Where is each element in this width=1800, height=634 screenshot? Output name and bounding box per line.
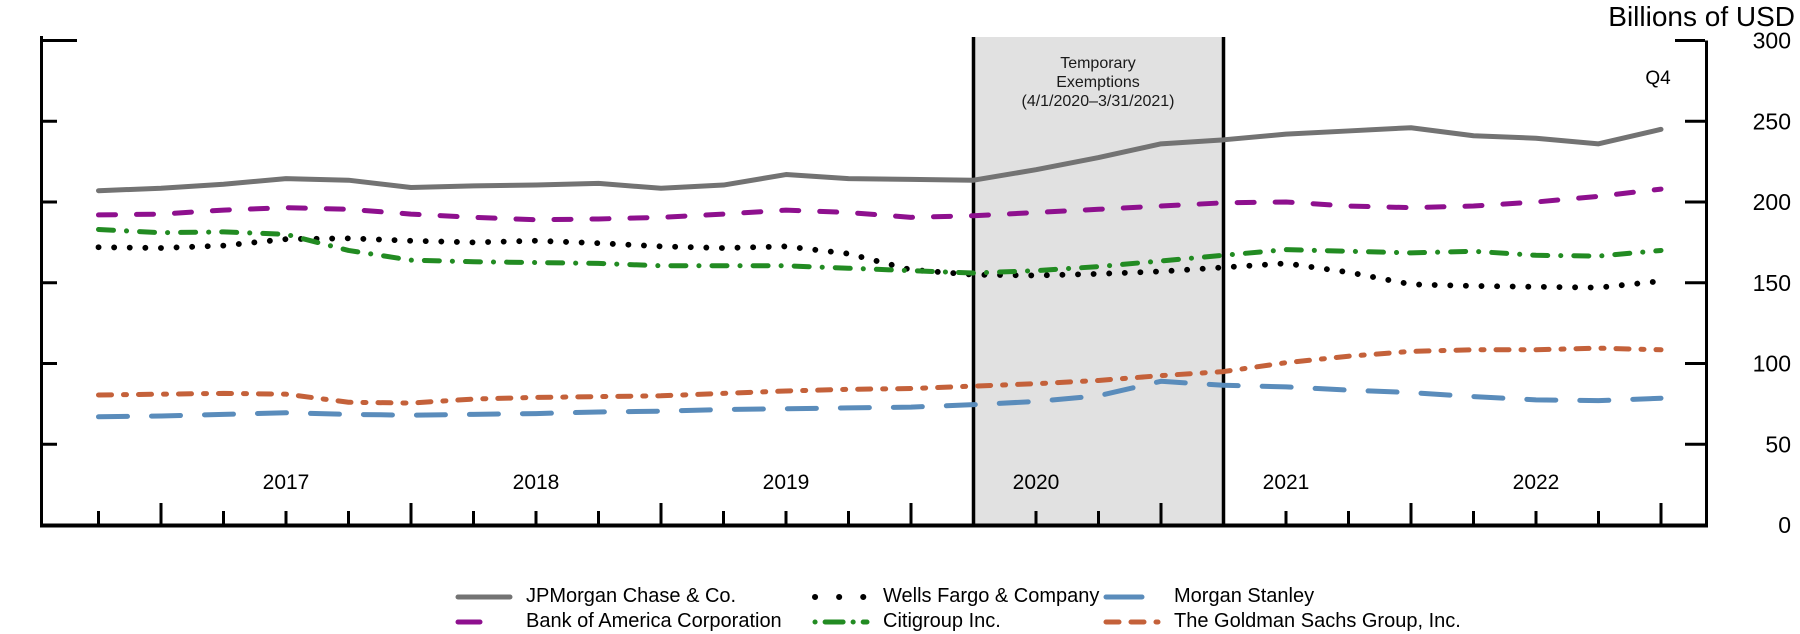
x-tick-label-2019: 2019: [763, 471, 810, 494]
band-label-line-3: (4/1/2020–3/31/2021): [1021, 93, 1174, 110]
series-line-jpmorgan: [96, 125, 1664, 194]
series-line-citigroup: [96, 226, 1664, 276]
temporary-exemptions-band: [973, 37, 1224, 525]
legend-column-2: Wells Fargo & Company Citigroup Inc.: [812, 584, 1099, 634]
x-tick-label-2018: 2018: [513, 471, 560, 494]
series-line-bank-of-america: [96, 186, 1664, 223]
legend-entry-morgan-stanley: Morgan Stanley: [1103, 584, 1461, 609]
q4-annotation: Q4: [1645, 68, 1671, 89]
legend-swatch-morgan-stanley: [1103, 594, 1161, 599]
y-tick-label-0: 0: [1778, 512, 1791, 538]
x-tick-label-2022: 2022: [1513, 471, 1560, 494]
y-tick-label-300: 300: [1753, 28, 1791, 54]
y-tick-label-250: 250: [1753, 108, 1791, 134]
legend: JPMorgan Chase & Co. Bank of America Cor…: [0, 584, 1800, 634]
legend-swatch-citigroup: [812, 619, 870, 624]
legend-swatch-wells-fargo: [812, 593, 870, 600]
annotations-group: Billions of USD Q4 Temporary Exemptions …: [1021, 1, 1795, 110]
legend-entry-jpmorgan: JPMorgan Chase & Co.: [455, 584, 782, 609]
series-line-goldman-sachs: [96, 345, 1664, 406]
x-tick-label-2017: 2017: [263, 471, 310, 494]
series-line-morgan-stanley: [96, 378, 1664, 420]
axes-group: 0 50 100 150 200 250 300 2017 2018 2019 2020 2021 20…: [40, 28, 1791, 538]
band-label-line-2: Exemptions: [1056, 74, 1140, 91]
series-lines-group: [95, 125, 1664, 420]
y-tick-label-200: 200: [1753, 189, 1791, 215]
legend-entry-wells-fargo: Wells Fargo & Company: [812, 584, 1099, 609]
legend-swatch-goldman-sachs: [1103, 619, 1161, 624]
legend-label-citigroup: Citigroup Inc.: [883, 610, 1001, 632]
x-tick-label-2021: 2021: [1263, 471, 1310, 494]
legend-entry-citigroup: Citigroup Inc.: [812, 609, 1099, 634]
band-label-line-1: Temporary: [1060, 55, 1136, 72]
legend-entry-bank-of-america: Bank of America Corporation: [455, 609, 782, 634]
legend-label-goldman-sachs: The Goldman Sachs Group, Inc.: [1174, 610, 1461, 632]
chart-title: Billions of USD: [1608, 1, 1795, 32]
legend-label-wells-fargo: Wells Fargo & Company: [883, 585, 1100, 607]
y-tick-label-150: 150: [1753, 270, 1791, 296]
y-tick-label-50: 50: [1765, 431, 1791, 457]
legend-label-bank-of-america: Bank of America Corporation: [526, 610, 782, 632]
legend-swatch-jpmorgan: [455, 594, 513, 599]
legend-label-jpmorgan: JPMorgan Chase & Co.: [526, 585, 737, 607]
y-tick-label-100: 100: [1753, 351, 1791, 377]
legend-swatch-bank-of-america: [455, 619, 513, 624]
legend-column-3: Morgan Stanley The Goldman Sachs Group, …: [1103, 584, 1461, 634]
legend-label-morgan-stanley: Morgan Stanley: [1174, 585, 1315, 607]
legend-entry-goldman-sachs: The Goldman Sachs Group, Inc.: [1103, 609, 1461, 634]
temporary-exemptions-band-group: [971, 37, 1226, 525]
legend-column-1: JPMorgan Chase & Co. Bank of America Cor…: [455, 584, 782, 634]
x-tick-label-2020: 2020: [1013, 471, 1060, 494]
